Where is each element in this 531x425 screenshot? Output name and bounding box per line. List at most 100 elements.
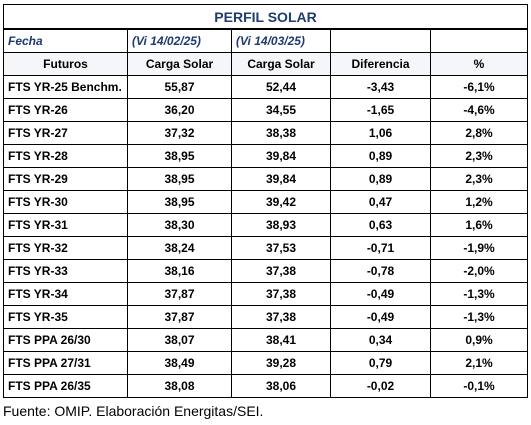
- table-row: FTS PPA 27/31 38,49 39,28 0,79 2,1%: [3, 351, 529, 375]
- col-header-pct: %: [429, 52, 529, 76]
- row-name: FTS YR-32: [3, 236, 128, 260]
- row-pct: -1,3%: [429, 305, 529, 329]
- row-carga-solar-1: 38,95: [127, 167, 232, 191]
- row-carga-solar-2: 38,41: [231, 328, 331, 352]
- row-diferencia: -0,71: [330, 236, 431, 260]
- table-row: FTS YR-34 37,87 37,38 -0,49 -1,3%: [3, 282, 529, 306]
- col-header-carga-solar-2: Carga Solar: [231, 52, 331, 76]
- fecha-empty-1: [330, 28, 431, 53]
- row-carga-solar-1: 38,07: [127, 328, 232, 352]
- row-carga-solar-1: 38,95: [127, 144, 232, 168]
- row-name: FTS YR-33: [3, 259, 128, 283]
- row-pct: -4,6%: [429, 98, 529, 122]
- row-diferencia: -0,49: [330, 282, 431, 306]
- row-name: FTS YR-27: [3, 121, 128, 145]
- row-carga-solar-1: 38,49: [127, 351, 232, 375]
- row-diferencia: 0,79: [330, 351, 431, 375]
- table-row: FTS YR-25 Benchm. 55,87 52,44 -3,43 -6,1%: [3, 75, 529, 99]
- row-carga-solar-1: 38,16: [127, 259, 232, 283]
- perfil-solar-table: PERFIL SOLAR Fecha (Vi 14/02/25) (Vi 14/…: [2, 4, 529, 398]
- row-pct: 1,2%: [429, 190, 529, 214]
- row-carga-solar-2: 37,38: [231, 282, 331, 306]
- row-carga-solar-1: 37,87: [127, 282, 232, 306]
- table-row: FTS YR-35 37,87 37,38 -0,49 -1,3%: [3, 305, 529, 329]
- title-row: PERFIL SOLAR: [2, 4, 529, 30]
- row-carga-solar-2: 37,38: [231, 259, 331, 283]
- table-row: FTS YR-29 38,95 39,84 0,89 2,3%: [3, 167, 529, 191]
- table-row: FTS PPA 26/30 38,07 38,41 0,34 0,9%: [3, 328, 529, 352]
- row-name: FTS YR-30: [3, 190, 128, 214]
- fecha-empty-2: [429, 28, 529, 53]
- row-carga-solar-2: 38,06: [231, 374, 331, 398]
- row-carga-solar-1: 38,30: [127, 213, 232, 237]
- date-1: (Vi 14/02/25): [127, 28, 232, 53]
- row-carga-solar-2: 37,38: [231, 305, 331, 329]
- row-pct: -1,3%: [429, 282, 529, 306]
- table-row: FTS YR-26 36,20 34,55 -1,65 -4,6%: [3, 98, 529, 122]
- row-diferencia: 0,63: [330, 213, 431, 237]
- row-diferencia: -0,78: [330, 259, 431, 283]
- row-carga-solar-2: 52,44: [231, 75, 331, 99]
- header-row: Futuros Carga Solar Carga Solar Diferenc…: [3, 52, 529, 76]
- row-diferencia: -0,49: [330, 305, 431, 329]
- row-diferencia: -1,65: [330, 98, 431, 122]
- table-row: FTS YR-28 38,95 39,84 0,89 2,3%: [3, 144, 529, 168]
- row-diferencia: -3,43: [330, 75, 431, 99]
- row-name: FTS YR-31: [3, 213, 128, 237]
- row-pct: 2,8%: [429, 121, 529, 145]
- row-pct: 2,1%: [429, 351, 529, 375]
- fecha-row: Fecha (Vi 14/02/25) (Vi 14/03/25): [3, 28, 529, 53]
- row-carga-solar-2: 38,93: [231, 213, 331, 237]
- row-diferencia: 0,34: [330, 328, 431, 352]
- row-carga-solar-1: 38,24: [127, 236, 232, 260]
- row-name: FTS YR-26: [3, 98, 128, 122]
- date-2: (Vi 14/03/25): [231, 28, 331, 53]
- col-header-diferencia: Diferencia: [330, 52, 431, 76]
- row-carga-solar-1: 37,87: [127, 305, 232, 329]
- row-pct: -1,9%: [429, 236, 529, 260]
- row-pct: -6,1%: [429, 75, 529, 99]
- row-pct: 2,3%: [429, 144, 529, 168]
- row-pct: -0,1%: [429, 374, 529, 398]
- row-name: FTS YR-35: [3, 305, 128, 329]
- table-row: FTS YR-30 38,95 39,42 0,47 1,2%: [3, 190, 529, 214]
- row-carga-solar-2: 39,42: [231, 190, 331, 214]
- row-name: FTS YR-29: [3, 167, 128, 191]
- row-name: FTS YR-34: [3, 282, 128, 306]
- table-row: FTS YR-27 37,32 38,38 1,06 2,8%: [3, 121, 529, 145]
- row-carga-solar-2: 38,38: [231, 121, 331, 145]
- row-diferencia: 1,06: [330, 121, 431, 145]
- row-name: FTS YR-25 Benchm.: [3, 75, 128, 99]
- row-pct: -2,0%: [429, 259, 529, 283]
- row-carga-solar-1: 37,32: [127, 121, 232, 145]
- row-carga-solar-1: 55,87: [127, 75, 232, 99]
- row-diferencia: 0,89: [330, 167, 431, 191]
- row-name: FTS PPA 26/30: [3, 328, 128, 352]
- row-pct: 0,9%: [429, 328, 529, 352]
- table-row: FTS YR-32 38,24 37,53 -0,71 -1,9%: [3, 236, 529, 260]
- fecha-label: Fecha: [3, 28, 128, 53]
- col-header-futuros: Futuros: [3, 52, 128, 76]
- row-carga-solar-2: 37,53: [231, 236, 331, 260]
- row-carga-solar-2: 34,55: [231, 98, 331, 122]
- table-row: FTS YR-33 38,16 37,38 -0,78 -2,0%: [3, 259, 529, 283]
- row-carga-solar-1: 38,95: [127, 190, 232, 214]
- row-carga-solar-2: 39,84: [231, 144, 331, 168]
- row-name: FTS PPA 26/35: [3, 374, 128, 398]
- row-diferencia: 0,89: [330, 144, 431, 168]
- row-carga-solar-1: 38,08: [127, 374, 232, 398]
- row-carga-solar-2: 39,84: [231, 167, 331, 191]
- row-diferencia: 0,47: [330, 190, 431, 214]
- row-name: FTS YR-28: [3, 144, 128, 168]
- row-carga-solar-1: 36,20: [127, 98, 232, 122]
- row-pct: 2,3%: [429, 167, 529, 191]
- source-note: Fuente: OMIP. Elaboración Energitas/SEI.: [3, 403, 264, 419]
- row-pct: 1,6%: [429, 213, 529, 237]
- col-header-carga-solar-1: Carga Solar: [127, 52, 232, 76]
- row-name: FTS PPA 27/31: [3, 351, 128, 375]
- table-row: FTS PPA 26/35 38,08 38,06 -0,02 -0,1%: [3, 374, 529, 398]
- row-carga-solar-2: 39,28: [231, 351, 331, 375]
- table-title: PERFIL SOLAR: [2, 4, 529, 30]
- table-row: FTS YR-31 38,30 38,93 0,63 1,6%: [3, 213, 529, 237]
- row-diferencia: -0,02: [330, 374, 431, 398]
